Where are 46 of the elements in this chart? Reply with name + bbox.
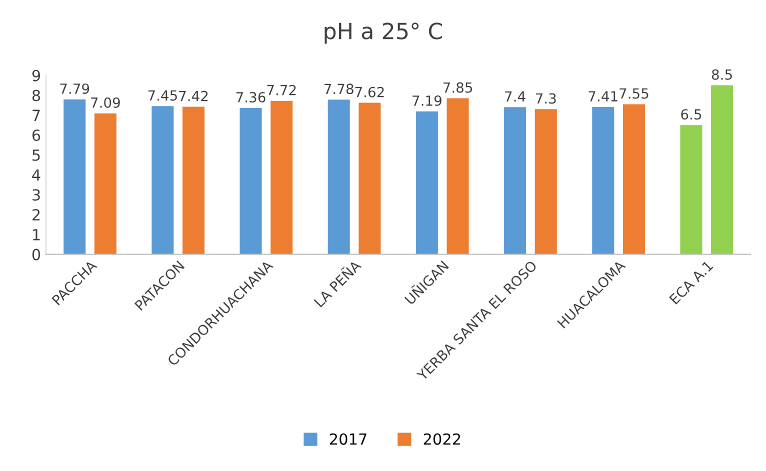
y-tick-label: 9 — [32, 70, 40, 82]
data-label: 6.5 — [681, 109, 702, 120]
x-tick-label: ECA A.1 — [668, 260, 714, 305]
data-label: 7.3 — [536, 93, 556, 104]
y-tick-label: 1 — [33, 229, 40, 240]
data-label: 7.41 — [588, 91, 618, 102]
data-label: 7.45 — [148, 90, 177, 101]
bar — [622, 104, 645, 254]
bar — [358, 102, 381, 254]
y-tick-label: 2 — [32, 209, 40, 220]
legend-label: 2022 — [424, 433, 460, 445]
data-label: 7.19 — [412, 95, 442, 106]
bar — [534, 109, 557, 254]
y-tick-label: 3 — [32, 189, 40, 201]
bar — [711, 85, 734, 254]
bar — [416, 111, 438, 254]
y-tick-label: 4 — [32, 169, 40, 181]
bar — [504, 107, 526, 254]
data-label: 8.5 — [712, 69, 732, 80]
y-tick-label: 0 — [32, 248, 40, 260]
bar — [182, 106, 205, 254]
data-label: 7.79 — [60, 83, 90, 94]
data-label: 7.85 — [443, 82, 472, 93]
y-tick-label: 6 — [32, 129, 40, 142]
data-label: 7.09 — [91, 97, 120, 108]
bar — [270, 100, 293, 254]
y-tick-label: 7 — [32, 110, 40, 121]
bar — [592, 106, 614, 254]
data-label: 7.36 — [236, 92, 266, 103]
y-tick-label: 5 — [32, 150, 40, 161]
chart-title: pH a 25° C — [324, 22, 442, 44]
y-tick-label: 8 — [32, 90, 40, 102]
data-label: 7.62 — [355, 86, 384, 98]
bar — [152, 106, 174, 254]
data-label: 7.78 — [324, 84, 354, 94]
data-label: 7.4 — [505, 91, 526, 102]
legend-label: 2017 — [330, 433, 366, 445]
bar — [446, 98, 469, 254]
data-label: 7.42 — [179, 90, 208, 102]
bar — [64, 99, 86, 254]
bar — [240, 108, 262, 254]
bar — [328, 100, 350, 254]
bar — [680, 125, 702, 254]
data-label: 7.55 — [620, 88, 648, 99]
bar — [94, 113, 116, 254]
data-label: 7.72 — [267, 84, 296, 96]
